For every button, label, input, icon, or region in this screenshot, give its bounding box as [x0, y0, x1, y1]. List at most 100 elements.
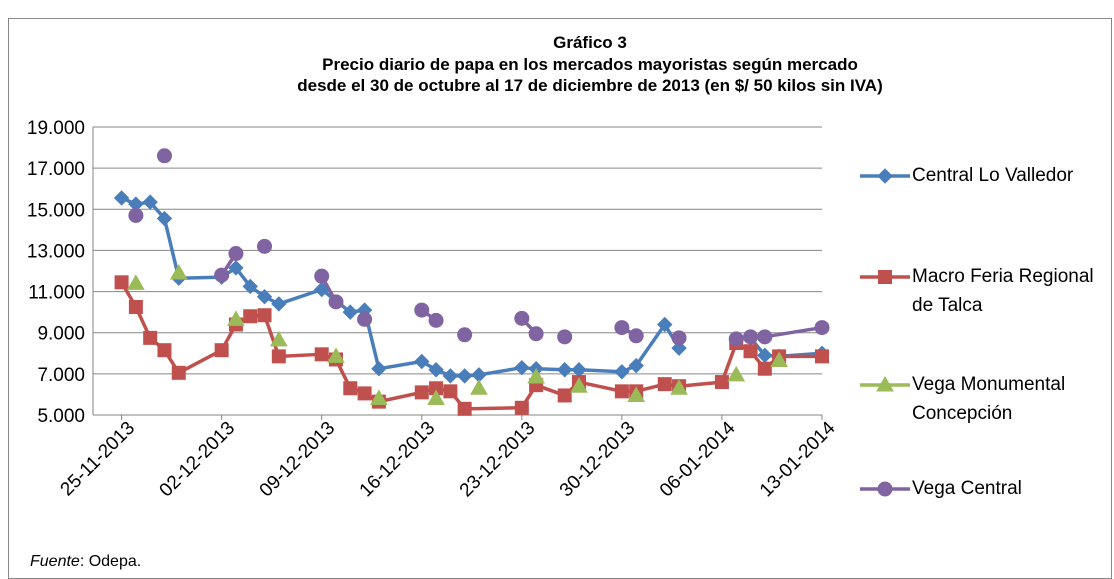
marker-circle — [628, 328, 644, 344]
source-note: Fuente: Odepa. — [30, 553, 141, 571]
marker-triangle — [670, 379, 688, 395]
marker-square — [815, 349, 829, 364]
marker-triangle — [327, 347, 345, 363]
marker-square — [214, 343, 229, 358]
legend-label: Macro Feria Regional de Talca — [912, 266, 1094, 316]
marker-diamond — [428, 362, 444, 378]
marker-circle — [614, 320, 630, 336]
marker-circle — [514, 310, 530, 326]
chart-title: Gráfico 3 — [553, 33, 627, 52]
marker-square — [557, 388, 572, 403]
marker-diamond — [256, 289, 273, 305]
marker-circle — [728, 331, 744, 347]
marker-triangle — [227, 310, 245, 326]
marker-diamond — [442, 368, 459, 384]
marker-circle — [428, 312, 444, 328]
marker-circle — [214, 267, 230, 283]
marker-circle — [877, 481, 893, 497]
marker-diamond — [142, 194, 158, 210]
y-tick-label: 9.000 — [37, 324, 85, 345]
marker-square — [271, 349, 286, 364]
marker-triangle — [727, 365, 746, 382]
marker-circle — [557, 329, 573, 345]
marker-square — [114, 275, 129, 290]
marker-triangle — [470, 379, 488, 395]
marker-circle — [457, 327, 473, 343]
marker-circle — [743, 329, 759, 345]
legend-label: Vega Monumental Concepción — [912, 374, 1066, 424]
marker-square — [414, 385, 429, 400]
marker-square — [514, 400, 529, 415]
marker-square — [614, 384, 629, 399]
y-tick-label: 19.000 — [27, 118, 85, 139]
source-text: : Odepa. — [79, 553, 142, 570]
marker-circle — [357, 311, 373, 327]
marker-diamond — [414, 353, 430, 370]
marker-diamond — [556, 362, 573, 378]
marker-diamond — [156, 210, 173, 227]
marker-circle — [314, 268, 330, 284]
marker-circle — [156, 148, 172, 164]
marker-square — [443, 384, 458, 399]
marker-diamond — [228, 260, 244, 276]
y-tick-label: 5.000 — [37, 406, 85, 427]
marker-square — [157, 343, 172, 358]
marker-triangle — [527, 367, 545, 384]
marker-diamond — [271, 296, 287, 312]
marker-diamond — [342, 304, 359, 320]
marker-circle — [257, 238, 273, 254]
marker-triangle — [269, 330, 288, 347]
marker-square — [357, 386, 372, 401]
marker-diamond — [371, 361, 387, 377]
marker-diamond — [242, 278, 258, 295]
marker-diamond — [456, 368, 473, 384]
marker-square — [657, 377, 672, 392]
marker-diamond — [877, 168, 893, 184]
marker-square — [743, 344, 758, 359]
chart-subtitle: Precio diario de papa en los mercados ma… — [322, 55, 858, 74]
marker-square — [757, 361, 772, 376]
marker-diamond — [628, 357, 644, 374]
marker-square — [714, 375, 729, 390]
marker-circle — [414, 302, 430, 318]
marker-triangle — [876, 375, 894, 392]
marker-square — [457, 401, 472, 416]
marker-circle — [671, 330, 687, 346]
marker-circle — [328, 294, 344, 310]
marker-triangle — [169, 264, 188, 280]
y-tick-label: 17.000 — [27, 159, 85, 180]
marker-triangle — [570, 377, 588, 393]
y-tick-label: 15.000 — [27, 200, 85, 221]
marker-diamond — [614, 364, 630, 380]
marker-square — [243, 309, 258, 324]
marker-diamond — [657, 316, 673, 333]
marker-triangle — [370, 389, 388, 406]
marker-triangle — [770, 351, 788, 367]
marker-circle — [814, 320, 830, 336]
marker-diamond — [113, 190, 130, 206]
marker-square — [257, 308, 272, 323]
y-tick-label: 11.000 — [28, 283, 85, 304]
marker-square — [343, 381, 358, 396]
marker-circle — [757, 329, 773, 345]
marker-triangle — [627, 386, 646, 402]
marker-square — [314, 347, 329, 362]
marker-circle — [128, 207, 144, 223]
source-label: Fuente — [30, 553, 80, 570]
legend-label: Central Lo Valledor — [912, 165, 1074, 186]
marker-square — [128, 300, 143, 314]
marker-triangle — [427, 389, 445, 406]
y-tick-label: 7.000 — [37, 365, 85, 386]
marker-triangle — [127, 274, 145, 290]
marker-diamond — [514, 359, 530, 376]
marker-square — [878, 270, 892, 284]
legend-label: Vega Central — [912, 478, 1022, 499]
marker-diamond — [313, 281, 330, 298]
marker-circle — [228, 246, 244, 262]
marker-square — [143, 330, 158, 345]
marker-circle — [528, 326, 544, 342]
chart-frame — [8, 18, 1112, 579]
chart-subtitle: desde el 30 de octubre al 17 de diciembr… — [297, 76, 883, 95]
marker-diamond — [671, 340, 687, 356]
